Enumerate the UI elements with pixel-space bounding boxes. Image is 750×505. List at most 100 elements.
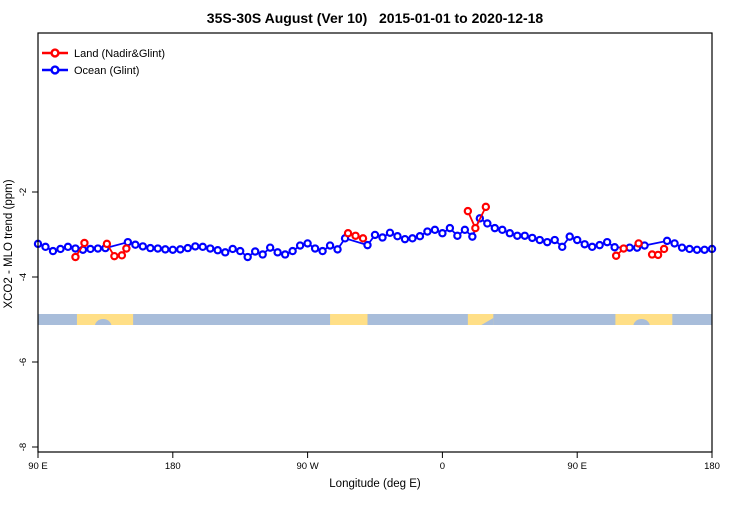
data-point xyxy=(565,232,574,241)
data-point xyxy=(520,231,529,240)
data-point xyxy=(653,250,663,260)
data-point xyxy=(445,223,455,233)
data-point xyxy=(102,239,112,249)
data-point xyxy=(191,242,200,251)
data-point xyxy=(550,235,559,245)
data-point xyxy=(370,230,380,240)
data-point xyxy=(481,202,491,212)
data-point xyxy=(41,242,50,252)
map-band-notch xyxy=(633,319,650,326)
data-point xyxy=(580,240,589,249)
y-tick-label: -6 xyxy=(18,358,29,366)
data-point xyxy=(619,244,628,253)
data-point xyxy=(677,243,687,252)
data-point xyxy=(700,245,709,254)
map-band xyxy=(38,313,712,326)
data-point xyxy=(198,242,207,252)
data-point xyxy=(131,240,140,249)
data-point xyxy=(358,234,368,243)
data-point xyxy=(153,244,163,253)
map-band-ocean xyxy=(38,313,712,326)
plot-box xyxy=(37,32,713,453)
data-point xyxy=(498,225,507,235)
data-point xyxy=(325,241,335,250)
data-point xyxy=(258,250,267,259)
data-point xyxy=(318,246,327,256)
y-axis-tick-labels: -2 -4 -6 -8 xyxy=(18,188,29,451)
legend-label-land: Land (Nadir&Glint) xyxy=(74,48,165,60)
y-axis-ticks xyxy=(32,191,38,448)
map-band-land-south-america xyxy=(330,313,368,326)
data-point xyxy=(528,233,537,243)
x-tick-label: 90 E xyxy=(567,461,587,472)
data-point xyxy=(228,244,237,254)
legend-marker-ocean xyxy=(50,65,60,75)
x-tick-label: 180 xyxy=(704,461,720,472)
x-tick-label: 180 xyxy=(165,461,181,472)
legend-marker-land xyxy=(50,48,60,58)
data-point xyxy=(161,245,170,254)
legend-item-ocean: Ocean (Glint) xyxy=(42,65,139,77)
data-point xyxy=(662,236,672,246)
data-point xyxy=(587,242,597,252)
data-point xyxy=(543,237,552,247)
x-tick-label: 0 xyxy=(440,461,445,472)
data-point xyxy=(176,245,185,254)
data-point xyxy=(168,245,177,254)
map-band-land-africa xyxy=(467,313,494,326)
data-point xyxy=(363,240,372,250)
data-point xyxy=(453,231,462,240)
data-point xyxy=(385,228,395,237)
data-point xyxy=(86,244,95,254)
data-point xyxy=(265,243,275,252)
data-point xyxy=(423,227,432,236)
data-point xyxy=(71,244,80,253)
series-land xyxy=(71,202,669,262)
data-point xyxy=(400,234,410,244)
data-point xyxy=(273,248,282,257)
data-point xyxy=(460,225,470,235)
data-point xyxy=(310,244,320,253)
data-point xyxy=(670,239,679,248)
data-point xyxy=(288,246,297,256)
data-point xyxy=(56,244,65,254)
data-point xyxy=(490,223,500,233)
data-point xyxy=(415,231,425,241)
data-point xyxy=(221,248,230,257)
data-point xyxy=(471,223,480,233)
data-point xyxy=(483,219,492,228)
data-point xyxy=(243,252,252,262)
chart-title: 35S-30S August (Ver 10) 2015-01-01 to 20… xyxy=(207,10,544,26)
y-axis-title: XCO2 - MLO trend (ppm) xyxy=(3,179,15,308)
data-point xyxy=(183,243,192,253)
data-point xyxy=(393,231,402,241)
x-tick-label: 90 E xyxy=(28,461,48,472)
x-axis-title: Longitude (deg E) xyxy=(329,478,421,490)
data-point xyxy=(685,244,694,254)
data-point xyxy=(235,246,245,256)
data-point xyxy=(634,239,643,248)
data-point xyxy=(117,251,127,260)
data-point xyxy=(280,250,290,259)
x-axis-ticks xyxy=(37,452,713,458)
map-band-taper xyxy=(481,317,494,326)
data-point xyxy=(463,206,473,216)
data-point xyxy=(303,239,312,248)
data-point xyxy=(206,244,215,253)
data-point xyxy=(80,238,89,248)
legend-item-land: Land (Nadir&Glint) xyxy=(42,48,165,60)
data-point xyxy=(93,244,103,253)
data-point xyxy=(378,233,387,242)
data-point xyxy=(63,242,73,252)
data-point xyxy=(123,237,133,247)
data-point xyxy=(558,242,567,252)
data-point xyxy=(573,235,582,245)
data-point xyxy=(213,246,222,255)
data-point xyxy=(611,251,621,260)
data-point xyxy=(602,237,612,247)
data-series xyxy=(33,202,717,262)
data-point xyxy=(610,243,619,252)
data-point xyxy=(535,235,544,245)
x-tick-label: 90 W xyxy=(297,461,319,472)
